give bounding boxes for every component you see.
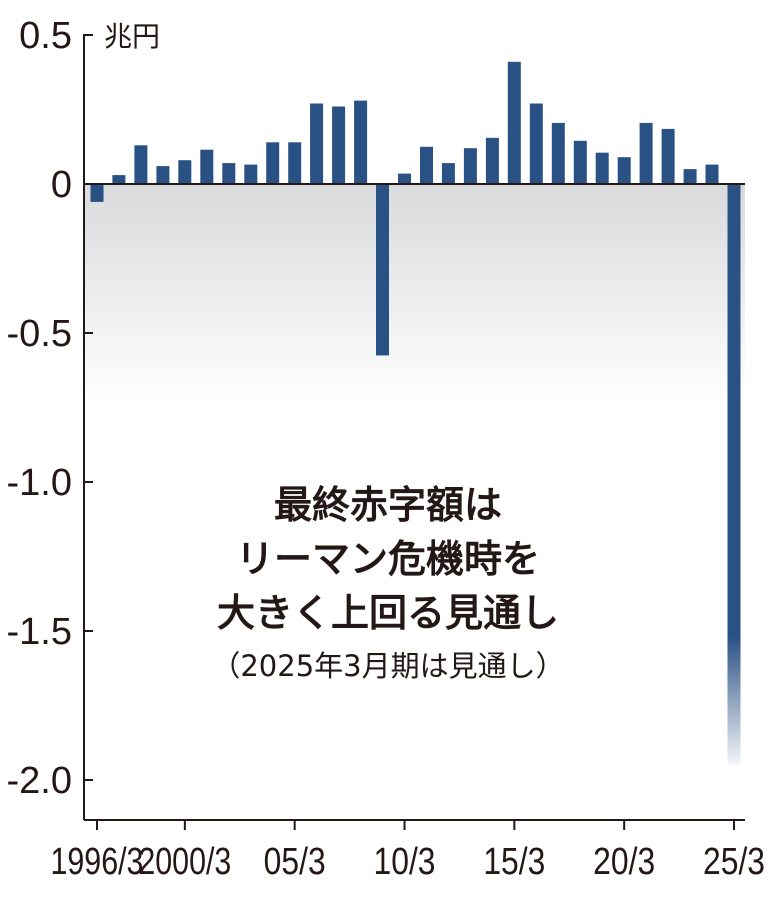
annotation-line-2: リーマン危機時を — [236, 537, 540, 581]
bar-2020/3 — [617, 157, 631, 184]
bar-2013/3 — [463, 148, 477, 184]
annotation-note: （2025年3月期は見通し） — [211, 649, 564, 683]
bar-2014/3 — [485, 137, 499, 184]
bars — [90, 61, 741, 766]
bar-2005/3 — [288, 142, 302, 184]
x-tick-label: 1996/3 — [50, 841, 143, 883]
annotation: 最終赤字額は リーマン危機時を 大きく上回る見通し （2025年3月期は見通し） — [211, 483, 564, 683]
bar-2000/3 — [178, 160, 192, 184]
bar-2017/3 — [551, 122, 565, 184]
bar-2009/3 — [376, 184, 389, 356]
y-tick-label: 0.5 — [19, 15, 72, 57]
y-tick-label: -0.5 — [7, 313, 72, 355]
annotation-line-3: 大きく上回る見通し — [217, 591, 559, 635]
bar-1998/3 — [134, 145, 148, 184]
x-tick-label: 20/3 — [593, 841, 655, 883]
bar-2007/3 — [332, 106, 346, 184]
bar-2024/3 — [705, 164, 719, 184]
y-tick-label: -2.0 — [7, 760, 72, 802]
bar-2016/3 — [529, 103, 543, 184]
y-tick-label: 0 — [51, 164, 72, 206]
bar-1997/3 — [112, 175, 126, 184]
y-ticks: 0.5 0 -0.5 -1.0 -1.5 -2.0 — [7, 15, 93, 802]
x-tick-label: 25/3 — [703, 841, 765, 883]
bar-2004/3 — [266, 142, 280, 184]
bar-2025/3 — [727, 184, 741, 766]
bar-2002/3 — [222, 163, 236, 184]
bar-2019/3 — [595, 152, 609, 184]
bar-2010/3 — [398, 173, 411, 184]
x-tick-label: 05/3 — [264, 841, 326, 883]
bar-2023/3 — [683, 169, 697, 184]
y-tick-label: -1.0 — [7, 462, 72, 504]
bar-2015/3 — [507, 61, 521, 184]
bar-2021/3 — [639, 122, 653, 184]
bar-2008/3 — [354, 100, 368, 184]
bar-1999/3 — [156, 166, 170, 184]
bar-2018/3 — [573, 140, 587, 184]
x-tick-label: 2000/3 — [138, 841, 231, 883]
bar-1996/3 — [90, 184, 104, 202]
bar-2012/3 — [441, 163, 455, 184]
bar-2022/3 — [661, 128, 675, 184]
x-tick-label: 15/3 — [483, 841, 545, 883]
bar-2006/3 — [310, 103, 324, 184]
annotation-line-1: 最終赤字額は — [274, 483, 502, 527]
unit-label: 兆円 — [104, 20, 160, 53]
bar-2001/3 — [200, 149, 214, 184]
negative-area-shading — [84, 184, 745, 404]
x-tick-label: 10/3 — [374, 841, 436, 883]
y-tick-label: -1.5 — [7, 611, 72, 653]
bar-2011/3 — [420, 146, 433, 185]
bar-2003/3 — [244, 164, 258, 184]
